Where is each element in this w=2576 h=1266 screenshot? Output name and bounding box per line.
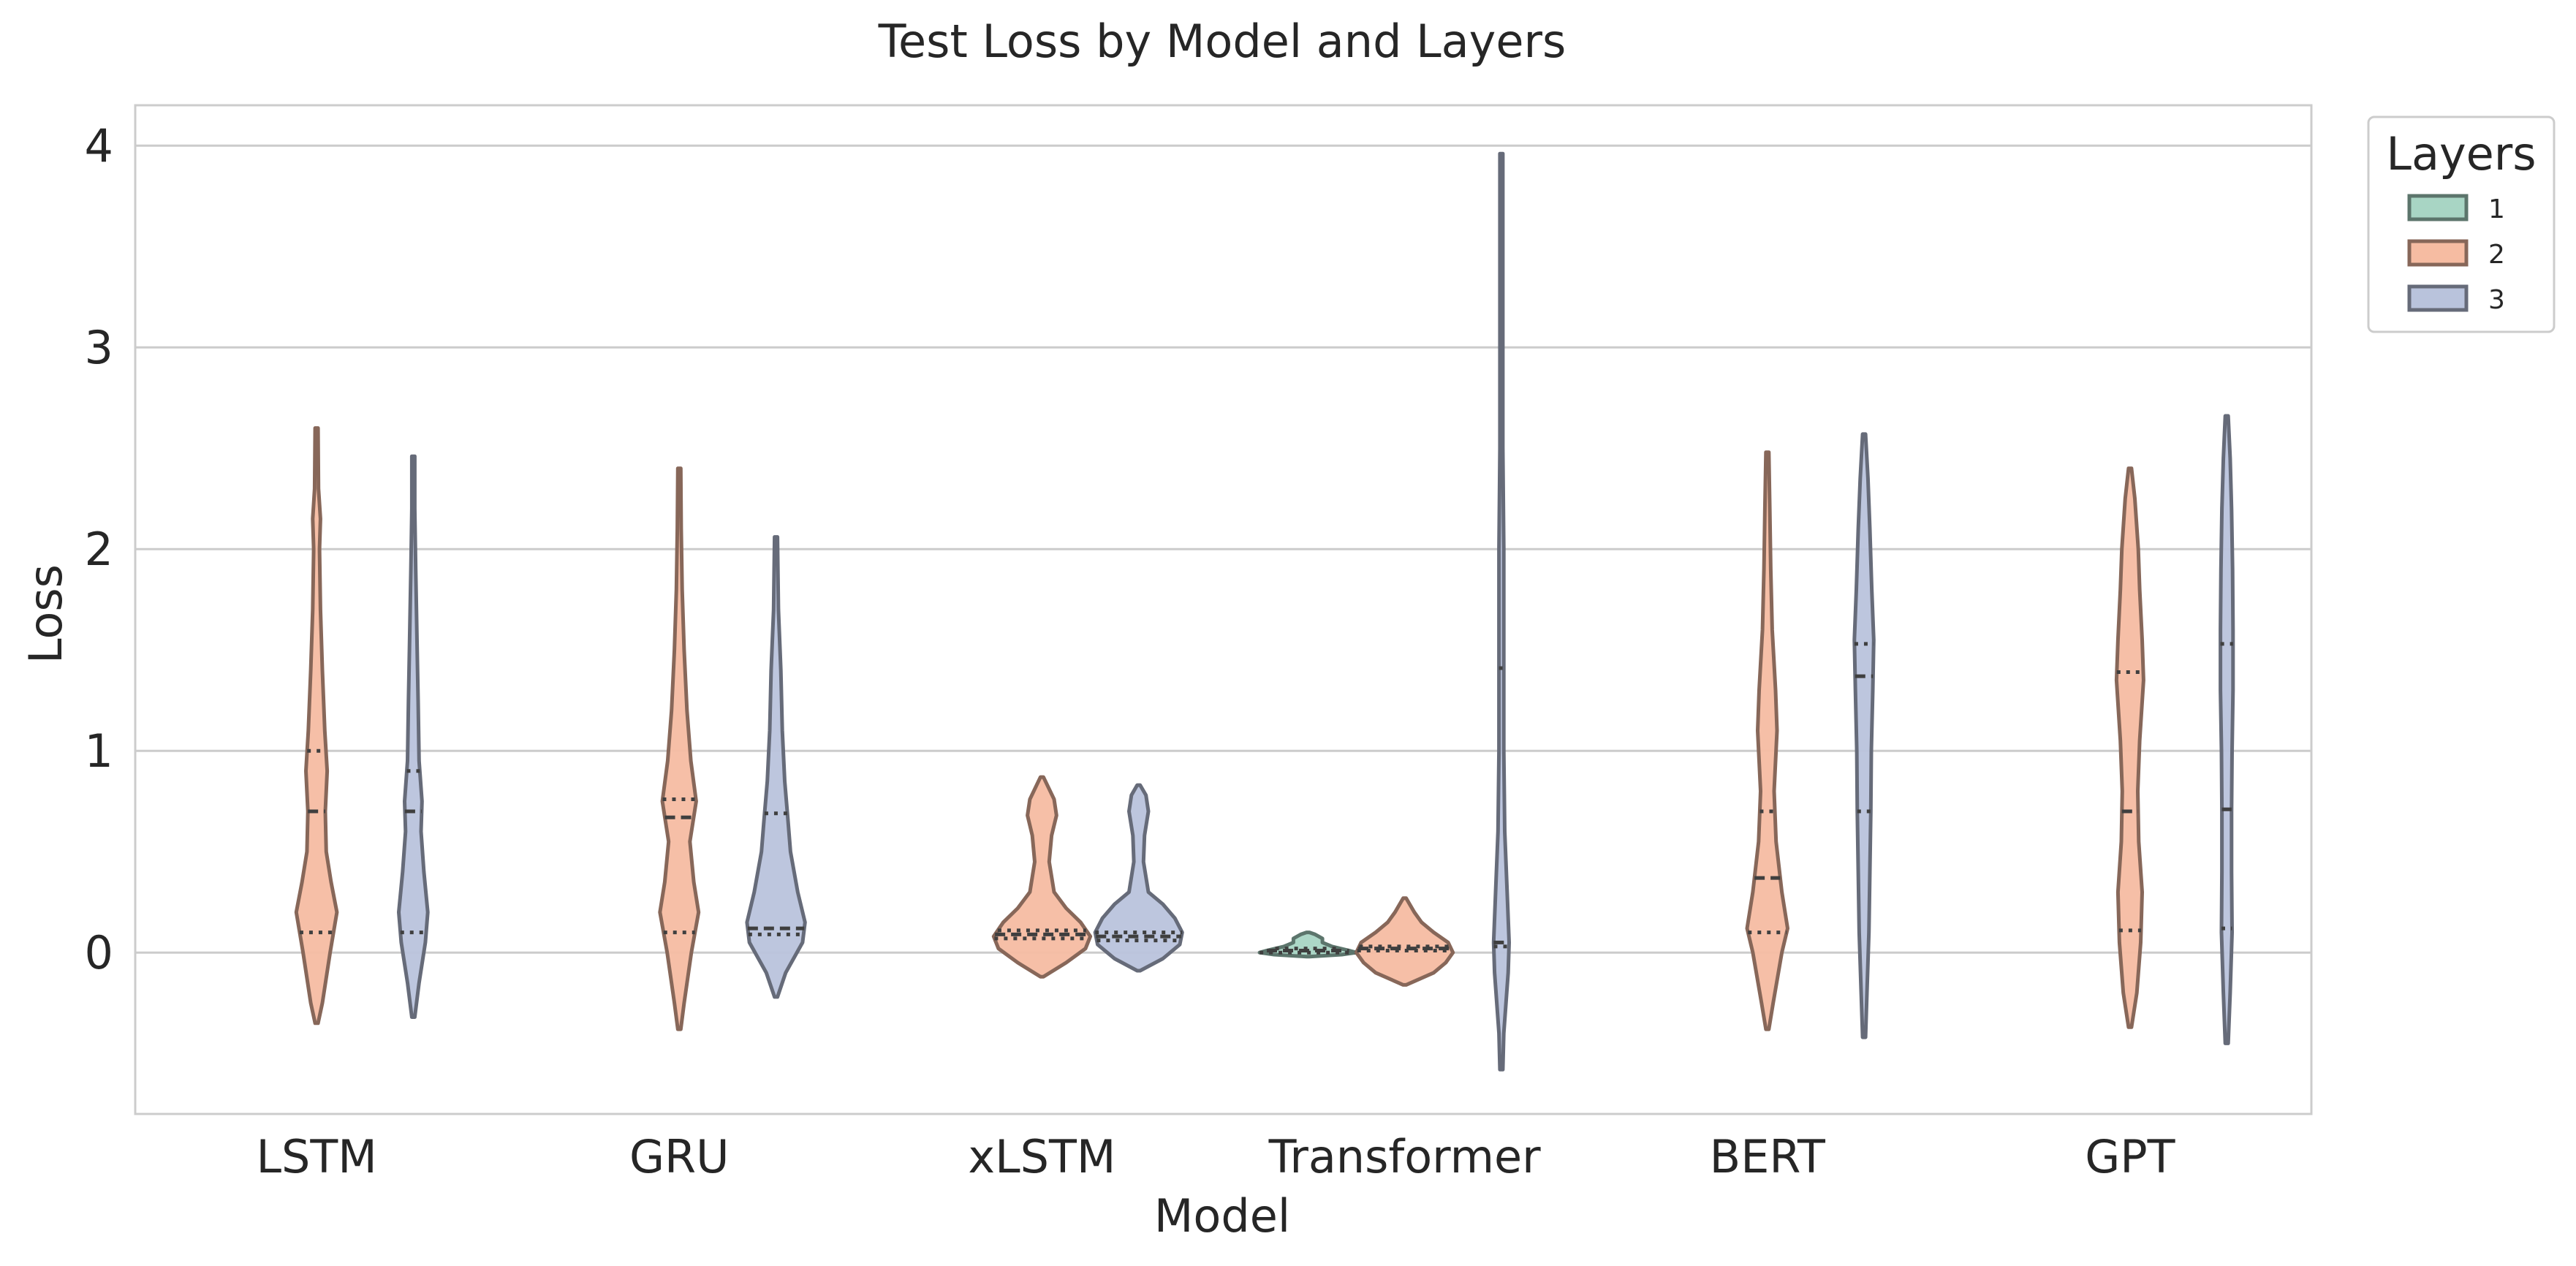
plot-frame — [134, 104, 2313, 1115]
legend-frame — [2367, 115, 2556, 333]
violin-xlstm-layers-3 — [1093, 783, 1184, 973]
violins — [294, 151, 2235, 1072]
legend-swatch — [2407, 284, 2469, 312]
violin-bert-layers-2 — [1745, 450, 1789, 1031]
violin-lstm-layers-2 — [294, 426, 339, 1026]
violin-transformer-layers-3 — [1491, 151, 1511, 1072]
legend-label: 1 — [2488, 194, 2505, 224]
x-tick-label: GPT — [2085, 1130, 2175, 1183]
y-tick-label: 1 — [85, 724, 113, 778]
legend-label: 2 — [2488, 240, 2505, 270]
violin-transformer-layers-2 — [1354, 896, 1455, 987]
legend-label: 3 — [2488, 285, 2505, 315]
violin-lstm-layers-3 — [397, 454, 430, 1019]
legend-title: Layers — [2386, 127, 2536, 181]
violin-gpt-layers-2 — [2114, 466, 2145, 1029]
x-axis-ticks: LSTM GRU xLSTM Transformer BERT GPT — [256, 1130, 2175, 1183]
x-axis-label: Model — [1154, 1189, 1290, 1243]
legend-swatch — [2407, 194, 2469, 221]
x-tick-label: LSTM — [256, 1130, 376, 1183]
y-tick-label: 2 — [85, 523, 113, 576]
x-tick-label: xLSTM — [968, 1130, 1115, 1183]
x-tick-label: BERT — [1710, 1130, 1826, 1183]
violin-bert-layers-3 — [1852, 432, 1876, 1039]
violin-gru-layers-3 — [745, 535, 807, 999]
y-tick-label: 0 — [85, 926, 113, 979]
x-tick-label: GRU — [629, 1130, 730, 1183]
x-tick-label: Transformer — [1268, 1130, 1542, 1183]
y-tick-label: 3 — [85, 321, 113, 374]
y-axis-ticks: 0 1 2 3 4 — [85, 119, 113, 979]
violin-gru-layers-2 — [658, 466, 701, 1031]
chart-title: Test Loss by Model and Layers — [878, 15, 1567, 68]
legend: Layers 1 2 3 — [2367, 115, 2556, 333]
violin-xlstm-layers-2 — [991, 775, 1093, 979]
gridlines — [135, 144, 2311, 954]
y-tick-label: 4 — [85, 119, 113, 173]
y-axis-label: Loss — [19, 564, 72, 664]
violin-gpt-layers-3 — [2219, 414, 2235, 1045]
legend-swatch — [2407, 239, 2469, 267]
